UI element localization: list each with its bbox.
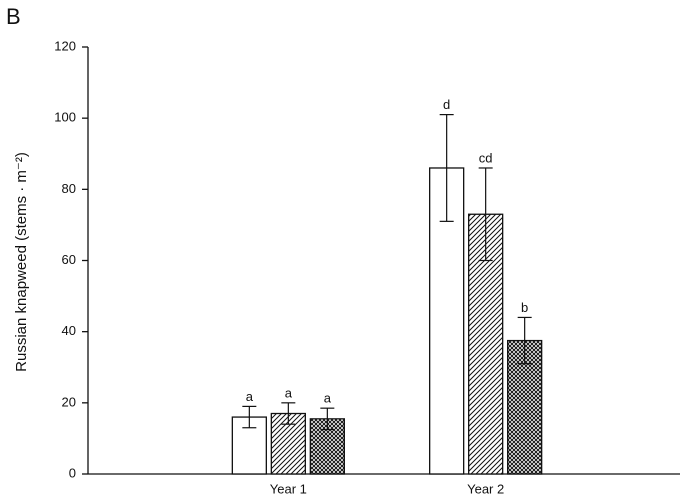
y-axis-label: Russian knapweed (stems · m⁻²) — [13, 152, 30, 372]
significance-letter: a — [246, 389, 254, 404]
x-tick-label: Year 1 — [270, 481, 307, 496]
y-tick-label: 100 — [54, 110, 76, 125]
panel-label: B — [6, 4, 21, 29]
y-tick-label: 0 — [69, 465, 76, 480]
significance-letter: cd — [479, 150, 493, 165]
y-tick-label: 20 — [62, 394, 76, 409]
significance-letter: d — [443, 97, 450, 112]
x-tick-label: Year 2 — [467, 481, 504, 496]
significance-letter: b — [521, 300, 528, 315]
y-tick-label: 60 — [62, 252, 76, 267]
significance-letter: a — [324, 391, 332, 406]
significance-letter: a — [285, 385, 293, 400]
y-tick-label: 120 — [54, 38, 76, 53]
y-tick-label: 40 — [62, 323, 76, 338]
y-tick-label: 80 — [62, 181, 76, 196]
